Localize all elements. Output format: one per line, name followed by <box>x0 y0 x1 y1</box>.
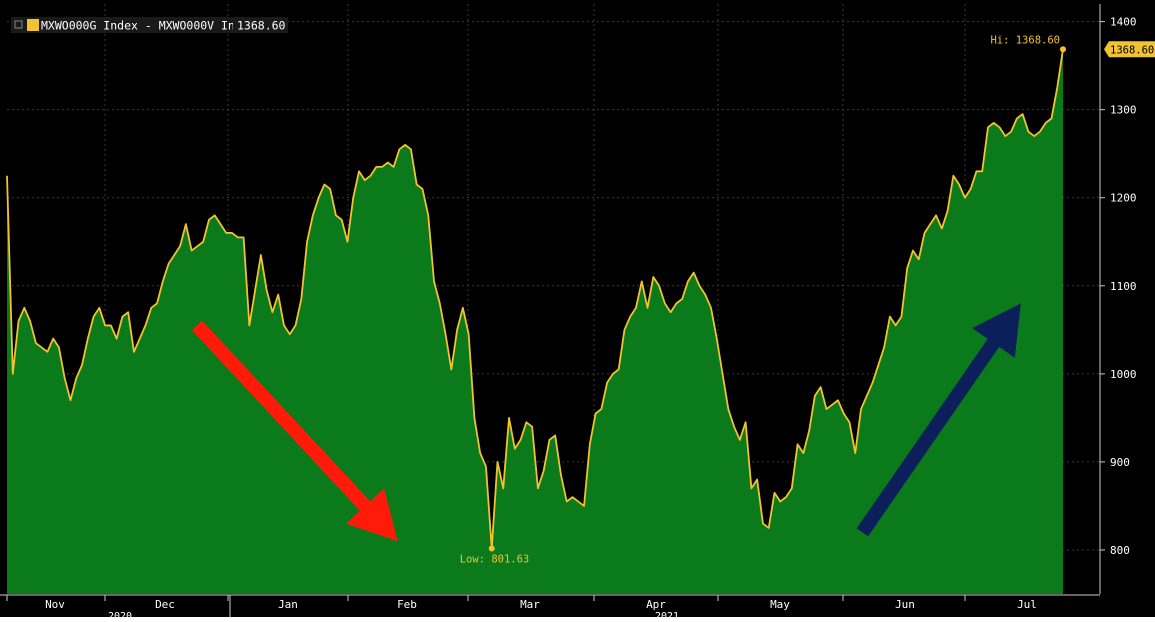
y-tick-label: 1100 <box>1110 280 1137 293</box>
x-year-label: 2021 <box>655 611 679 617</box>
legend-last-value: 1368.60 <box>237 19 286 33</box>
series-line <box>6 49 1064 550</box>
x-tick-label-may: May <box>770 598 790 611</box>
hi-label: Hi: 1368.60 <box>990 34 1060 46</box>
series-area <box>7 49 1063 594</box>
x-tick-label-dec: Dec <box>155 598 175 611</box>
y-tick-label: 1200 <box>1110 192 1137 205</box>
last-value-tag-label: 1368.60 <box>1110 44 1154 56</box>
legend-background <box>11 17 288 33</box>
legend-value-box <box>233 18 288 32</box>
hi-marker <box>1060 46 1066 53</box>
x-tick-label-feb: Feb <box>397 598 417 611</box>
legend[interactable]: MXWO000G Index - MXWO000V Index 1368.60 <box>11 17 288 33</box>
x-tick-label-mar: Mar <box>520 598 540 611</box>
legend-series-label: MXWO000G Index - MXWO000V Index <box>41 19 256 33</box>
y-tick-label: 1400 <box>1110 16 1137 29</box>
last-value-tag <box>1104 41 1155 58</box>
low-label: Low: 801.63 <box>460 554 530 566</box>
annotation-layer: Low: 801.63 Hi: 1368.60 1368.60 <box>192 34 1155 566</box>
y-tick-label: 1000 <box>1110 368 1137 381</box>
legend-expand-icon[interactable] <box>14 20 23 29</box>
x-tick-label-apr: Apr <box>646 598 666 611</box>
x-tick-label-jun: Jun <box>895 598 915 611</box>
x-axis-band <box>0 594 1155 617</box>
y-tick-label: 1300 <box>1110 104 1137 117</box>
y-tick-label: 800 <box>1110 544 1130 557</box>
x-year-label: 2020 <box>108 611 132 617</box>
y-tick-label: 900 <box>1110 456 1130 469</box>
area-layer <box>6 49 1064 594</box>
down-trend-arrow <box>192 320 398 542</box>
low-marker <box>488 545 495 552</box>
axis-layer: 800 900 1000 1100 1200 1300 1400 Nov Dec Jan Feb Ma… <box>0 4 1155 622</box>
x-tick-label-jan: Jan <box>278 598 298 611</box>
up-trend-arrow <box>856 303 1021 537</box>
legend-swatch-icon <box>27 19 39 31</box>
x-tick-label-nov: Nov <box>45 598 65 611</box>
x-tick-label-jul: Jul <box>1017 598 1037 611</box>
